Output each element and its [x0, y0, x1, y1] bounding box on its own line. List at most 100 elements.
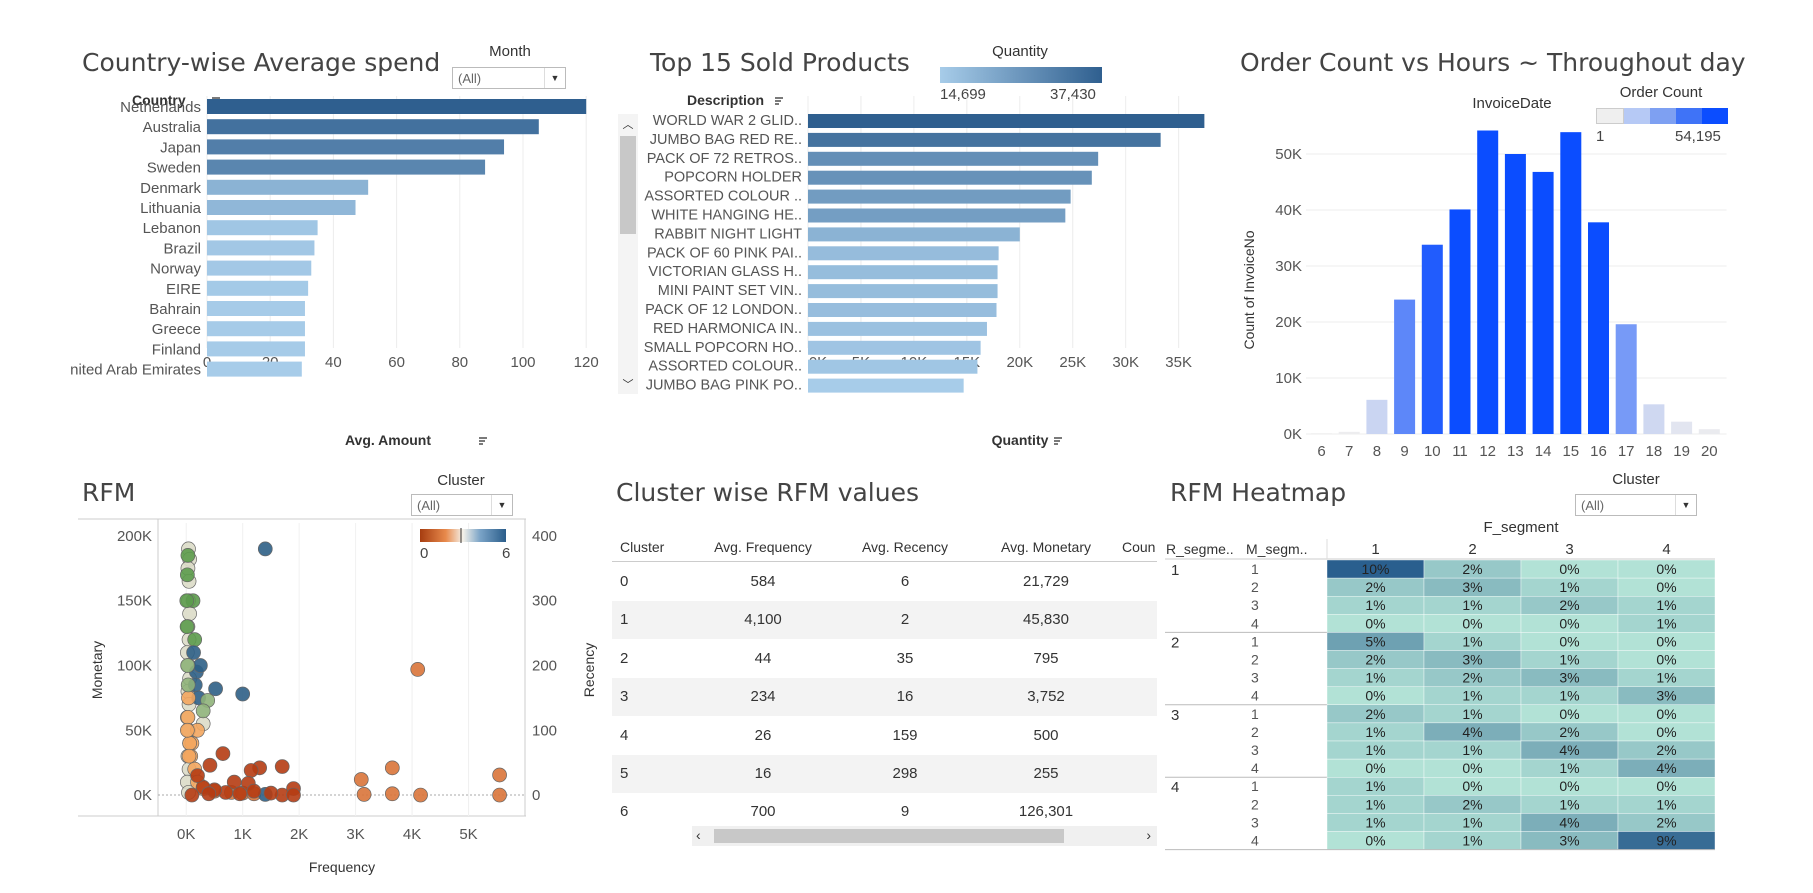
bar — [808, 340, 981, 355]
y-tick-label: 20K — [1275, 314, 1302, 331]
bar — [207, 200, 356, 215]
scatter-point — [180, 658, 195, 673]
heatmap-cell-label: 0% — [1462, 760, 1482, 776]
bar — [1338, 431, 1360, 434]
products-chart-title: Top 15 Sold Products — [650, 48, 910, 77]
table-cell: 500 — [1033, 726, 1059, 744]
heatmap-cell-label: 1% — [1462, 633, 1482, 649]
bar — [1615, 324, 1637, 434]
scatter-point — [192, 658, 208, 673]
table-cell: 26 — [754, 726, 772, 744]
scatter-point — [263, 785, 279, 801]
y-tick-label: 30K — [1275, 258, 1302, 275]
category-label: RABBIT NIGHT LIGHT — [654, 226, 802, 242]
bar — [808, 378, 964, 393]
category-label: JUMBO BAG PINK PO.. — [646, 378, 802, 394]
chevron-down-icon[interactable]: ▼ — [544, 68, 565, 88]
heatmap-cell-label: 0% — [1656, 633, 1676, 649]
category-label: WORLD WAR 2 GLID.. — [653, 113, 802, 129]
heatmap-cell-label: 9% — [1656, 833, 1676, 849]
scroll-down-icon[interactable]: ﹀ — [622, 379, 634, 391]
category-label: PACK OF 72 RETROS.. — [647, 151, 802, 167]
bar — [808, 114, 1205, 128]
heatmap-cell-label: 1% — [1559, 796, 1579, 812]
category-label: Denmark — [140, 180, 201, 197]
x-axis-title: Frequency — [309, 859, 375, 875]
x-tick-label: 0K — [177, 826, 195, 843]
chevron-down-icon[interactable]: ▼ — [491, 495, 512, 515]
legend-min-label: 0 — [420, 545, 428, 562]
heatmap-title: RFM Heatmap — [1170, 478, 1347, 507]
x-tick-label: 18 — [1646, 443, 1663, 460]
x-tick-label: 35K — [1165, 354, 1192, 371]
table-cell: 21,729 — [1023, 573, 1069, 590]
quantity-legend-max: 37,430 — [1050, 86, 1096, 103]
month-filter-dropdown[interactable]: (All) ▼ — [452, 67, 566, 89]
table-cell: 700 — [750, 803, 776, 821]
heatmap-cell-label: 1% — [1559, 579, 1579, 595]
category-label: ASSORTED COLOUR .. — [644, 189, 802, 205]
y-tick-label: 150K — [117, 593, 152, 610]
column-header: 1 — [1371, 541, 1379, 558]
scroll-up-icon[interactable]: ︿ — [622, 119, 634, 131]
table-cell: 2 — [620, 649, 629, 667]
category-label: Lithuania — [140, 200, 202, 217]
scatter-point — [274, 759, 290, 774]
bar — [808, 151, 1099, 166]
heatmap-cluster-filter-dropdown[interactable]: (All) ▼ — [1575, 494, 1697, 516]
m-segment-label: 4 — [1251, 760, 1259, 776]
scroll-left-icon[interactable]: ‹ — [696, 827, 701, 843]
scatter-point — [180, 567, 195, 583]
y-tick-label: 10K — [1275, 370, 1302, 387]
heatmap-cell-label: 1% — [1462, 597, 1482, 613]
heatmap-cell-label: 0% — [1656, 561, 1676, 577]
scatter-point — [182, 606, 197, 622]
x-tick-label: 9 — [1400, 443, 1408, 460]
bar — [207, 139, 505, 155]
category-label: Bahrain — [149, 301, 201, 318]
x-axis-title: Avg. Amount — [345, 432, 431, 448]
heatmap-cell-label: 1% — [1462, 742, 1482, 758]
scatter-point — [353, 772, 369, 787]
x-tick-label: 80 — [451, 354, 468, 371]
category-label: PACK OF 60 PINK PAI.. — [647, 245, 802, 261]
rfm-scatter-chart: 0K 1K 2K 3K 4K 5K 0K 50K 100K 150K 200K 0 100 200 300 4… — [78, 518, 597, 875]
bar — [808, 246, 999, 261]
x-tick-label: 17 — [1618, 443, 1635, 460]
scroll-thumb[interactable] — [620, 136, 636, 234]
heatmap-cell-label: 2% — [1462, 670, 1482, 686]
category-label: JUMBO BAG RED RE.. — [650, 132, 802, 148]
scroll-right-icon[interactable]: › — [1146, 827, 1151, 843]
table-horizontal-scrollbar[interactable]: ‹ › — [692, 826, 1157, 846]
table-cell: 584 — [750, 573, 776, 590]
scatter-point — [202, 757, 218, 773]
m-segment-label: 3 — [1251, 670, 1259, 686]
rfm-cluster-filter-value: (All) — [417, 498, 441, 513]
heatmap-cell-label: 1% — [1365, 742, 1385, 758]
heatmap-cell-label: 2% — [1559, 597, 1579, 613]
heatmap-cell-label: 1% — [1365, 670, 1385, 686]
bar — [207, 119, 539, 135]
category-label: POPCORN HOLDER — [664, 170, 802, 186]
products-bar-chart: Description0K5K10K15K20K25K30K35KWORLD W… — [644, 92, 1205, 448]
column-header: Coun — [1122, 539, 1156, 555]
rfm-cluster-filter-dropdown[interactable]: (All) ▼ — [411, 494, 513, 516]
table-scroll-thumb[interactable] — [714, 829, 1064, 843]
bar — [1394, 299, 1416, 434]
heatmap-cell-label: 5% — [1365, 633, 1385, 649]
x-tick-label: 10 — [1424, 443, 1441, 460]
bar — [207, 179, 369, 195]
scatter-point — [215, 746, 231, 761]
products-scrollbar[interactable]: ︿ ﹀ — [618, 114, 638, 394]
y2-axis-title: Recency — [581, 643, 597, 697]
x-tick-label: 5K — [459, 826, 477, 843]
category-label: Japan — [160, 139, 201, 156]
scatter-point — [180, 677, 196, 693]
chevron-down-icon[interactable]: ▼ — [1675, 495, 1696, 515]
table-cell: 4,100 — [744, 611, 782, 629]
scatter-point — [257, 541, 273, 557]
bar — [207, 240, 315, 256]
bar — [207, 159, 486, 175]
y2-tick-label: 400 — [532, 528, 557, 545]
category-label: MINI PAINT SET VIN.. — [658, 283, 802, 299]
